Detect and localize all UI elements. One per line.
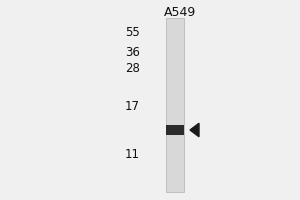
- Text: 17: 17: [125, 100, 140, 114]
- Text: 28: 28: [125, 62, 140, 74]
- Bar: [166, 18, 184, 192]
- Text: 36: 36: [125, 46, 140, 58]
- Text: 11: 11: [125, 148, 140, 162]
- Polygon shape: [190, 123, 199, 137]
- Bar: [166, 125, 184, 135]
- Text: A549: A549: [164, 5, 196, 19]
- Text: 55: 55: [125, 25, 140, 38]
